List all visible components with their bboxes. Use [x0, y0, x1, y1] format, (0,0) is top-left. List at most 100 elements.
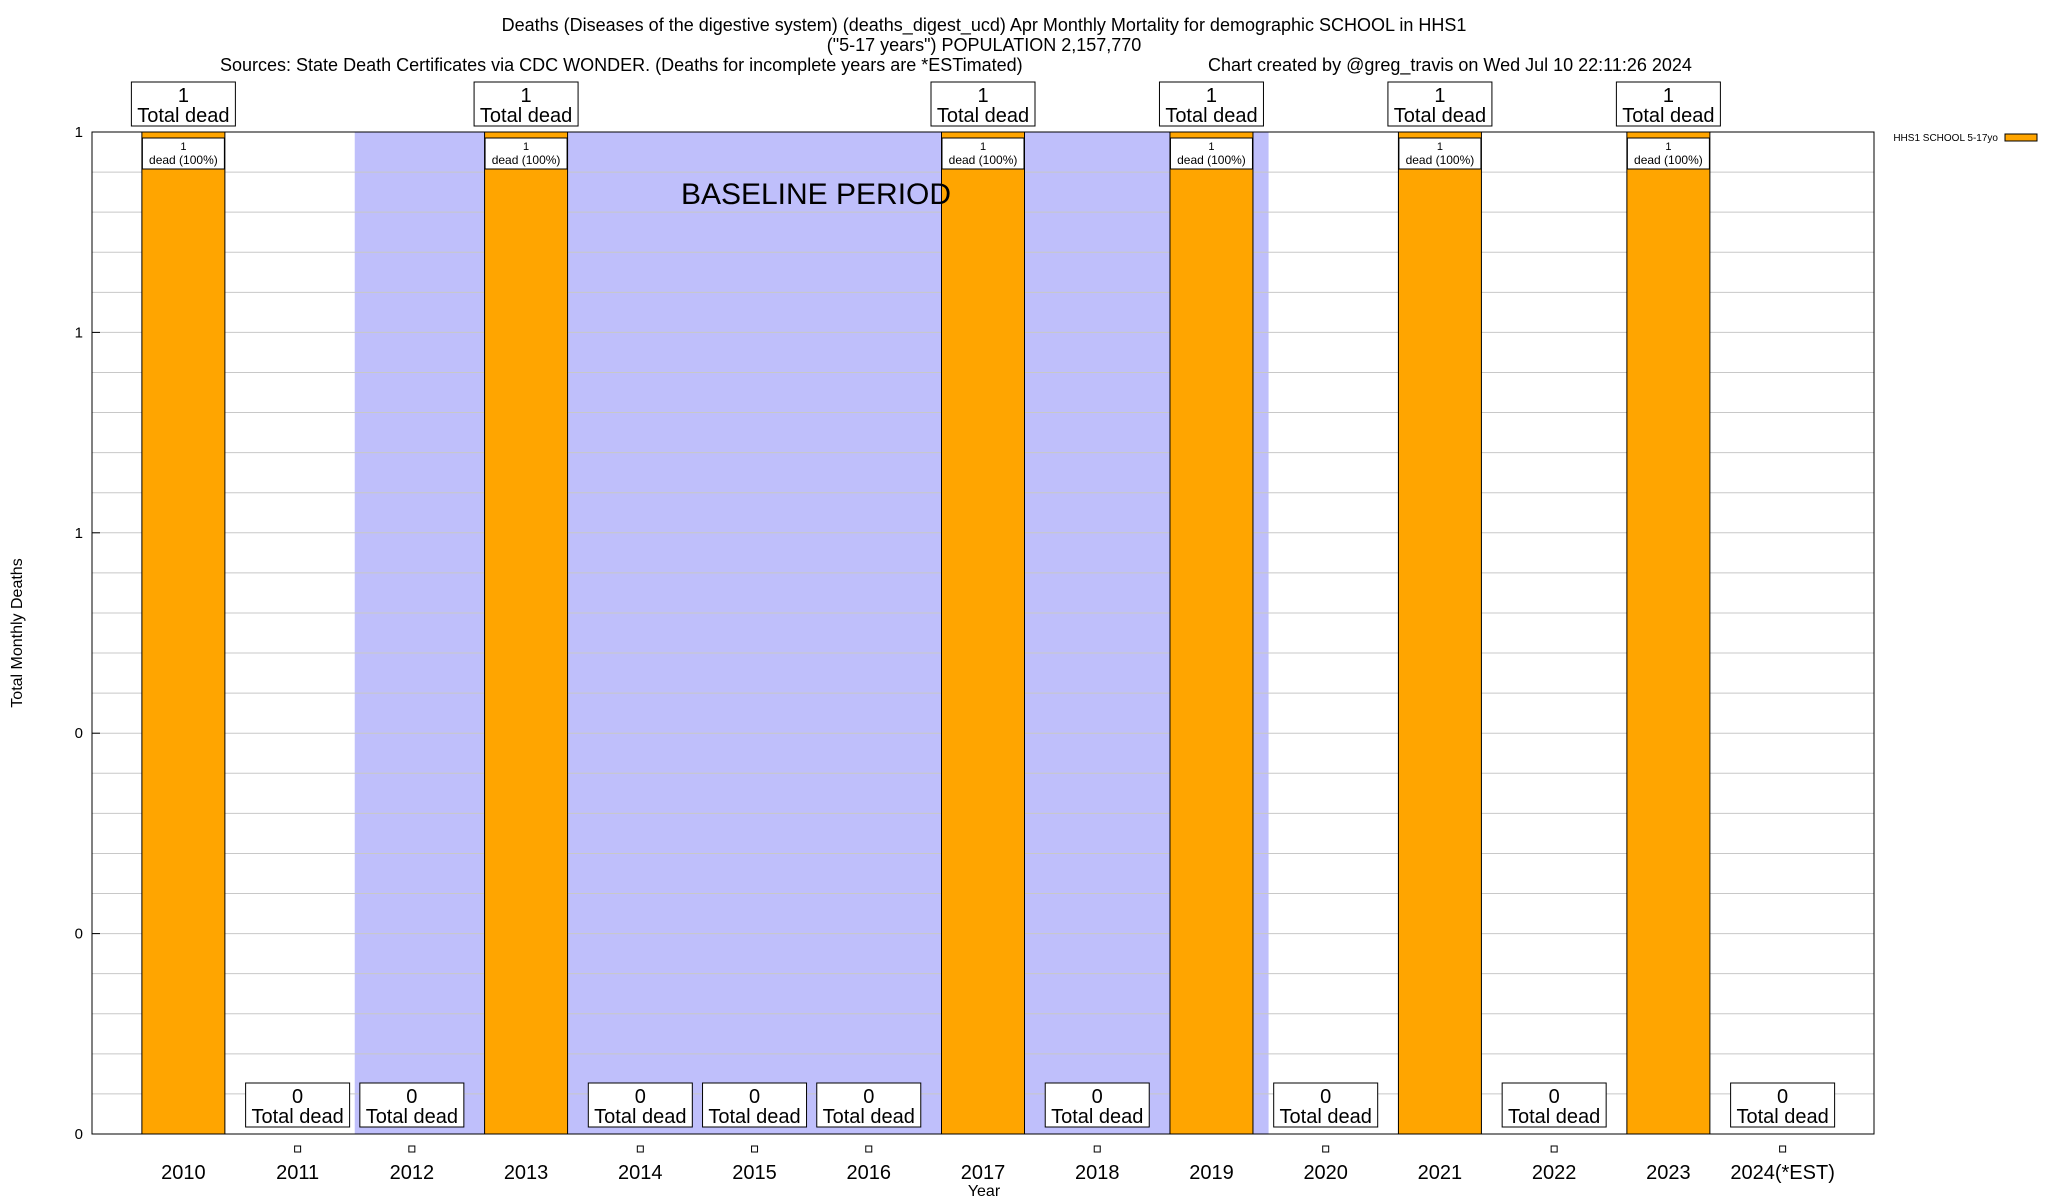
y-tick-label: 0	[75, 1126, 83, 1143]
x-tick-label: 2018	[1075, 1162, 1120, 1184]
y-tick-label: 0	[75, 926, 83, 943]
total-label-text: Total dead	[937, 105, 1029, 127]
zero-marker	[1550, 1145, 1558, 1153]
x-tick-label: 2012	[390, 1162, 435, 1184]
segment-label-box	[1398, 137, 1482, 170]
segment-label-value: 1	[980, 141, 986, 153]
bar	[1169, 131, 1254, 1135]
total-label-box	[816, 1082, 922, 1128]
total-label-box	[1273, 1082, 1379, 1128]
bar	[1397, 131, 1482, 1135]
total-label-box	[587, 1082, 693, 1128]
x-tick-label: 2020	[1303, 1162, 1348, 1184]
segment-label-text: dead (100%)	[1177, 153, 1246, 167]
total-label-box	[1501, 1082, 1607, 1128]
total-label-text: Total dead	[1051, 1106, 1143, 1128]
segment-label-value: 1	[1665, 141, 1671, 153]
x-tick-label: 2022	[1532, 1162, 1577, 1184]
legend-swatch	[2004, 133, 2038, 142]
total-label-box	[359, 1082, 465, 1128]
bar	[484, 131, 569, 1135]
segment-label-box	[1626, 137, 1710, 170]
zero-marker	[1093, 1145, 1101, 1153]
x-tick-label: 2019	[1189, 1162, 1234, 1184]
total-label-box	[245, 1082, 351, 1128]
total-label-box	[1044, 1082, 1150, 1128]
zero-marker	[294, 1145, 302, 1153]
total-label-value: 0	[635, 1086, 646, 1108]
total-label-value: 0	[1092, 1086, 1103, 1108]
segment-label-text: dead (100%)	[492, 153, 561, 167]
total-label-box	[473, 81, 579, 127]
x-tick-label: 2011	[276, 1162, 319, 1184]
total-label-value: 1	[1663, 85, 1674, 107]
x-tick-label: 2017	[961, 1162, 1006, 1184]
total-label-box	[1615, 81, 1721, 127]
total-label-box	[1387, 81, 1493, 127]
legend: HHS1 SCHOOL 5-17yo	[1893, 133, 2038, 144]
segment-label-value: 1	[1208, 141, 1214, 153]
segment-label-box	[484, 137, 568, 170]
legend-label: HHS1 SCHOOL 5-17yo	[1893, 133, 1998, 144]
chart-credit: Chart created by @greg_travis on Wed Jul…	[1208, 55, 1692, 76]
total-label-value: 0	[1320, 1086, 1331, 1108]
total-label-value: 0	[406, 1086, 417, 1108]
bar	[941, 131, 1025, 1135]
chart-sources: Sources: State Death Certificates via CD…	[220, 55, 1023, 75]
total-label-value: 0	[1777, 1086, 1788, 1108]
zero-marker	[865, 1145, 873, 1153]
zero-marker	[751, 1145, 759, 1153]
y-tick-label: 1	[75, 324, 83, 341]
total-label-value: 1	[521, 85, 532, 107]
zero-marker	[636, 1145, 644, 1153]
total-label-value: 0	[1549, 1086, 1560, 1108]
total-label-text: Total dead	[823, 1106, 915, 1128]
x-tick-label: 2024(*EST)	[1730, 1162, 1835, 1184]
total-label-text: Total dead	[251, 1106, 343, 1128]
baseline-label: BASELINE PERIOD	[681, 178, 951, 211]
chart-header: Deaths (Diseases of the digestive system…	[220, 15, 1692, 76]
total-label-text: Total dead	[1622, 105, 1714, 127]
total-label-text: Total dead	[1736, 1106, 1828, 1128]
x-axis-ticks: 2010 2011 2012 2013 2014 2015 2016 2017 2018 2019…	[161, 1145, 1835, 1184]
chart-title: Deaths (Diseases of the digestive system…	[502, 15, 1467, 36]
segment-label-box	[1169, 137, 1253, 170]
total-label-value: 1	[1434, 85, 1445, 107]
x-tick-label: 2023	[1646, 1162, 1691, 1184]
segment-label-box	[941, 137, 1025, 170]
y-axis-label: Total Monthly Deaths	[9, 558, 26, 707]
total-label-value: 0	[863, 1086, 874, 1108]
x-tick-label: 2021	[1418, 1162, 1463, 1184]
x-tick-label: 2016	[847, 1162, 892, 1184]
y-axis-ticks: 0 0 0 1 1 1	[75, 124, 100, 1143]
segment-label-text: dead (100%)	[149, 153, 218, 167]
y-tick-label: 1	[75, 525, 83, 542]
total-label-text: Total dead	[1508, 1106, 1600, 1128]
y-tick-label: 0	[75, 725, 83, 742]
x-tick-label: 2015	[732, 1162, 777, 1184]
total-label-value: 1	[1206, 85, 1217, 107]
segment-label-value: 1	[180, 141, 186, 153]
total-label-value: 0	[292, 1086, 303, 1108]
total-label-value: 1	[977, 85, 988, 107]
total-label-box	[1158, 81, 1264, 127]
